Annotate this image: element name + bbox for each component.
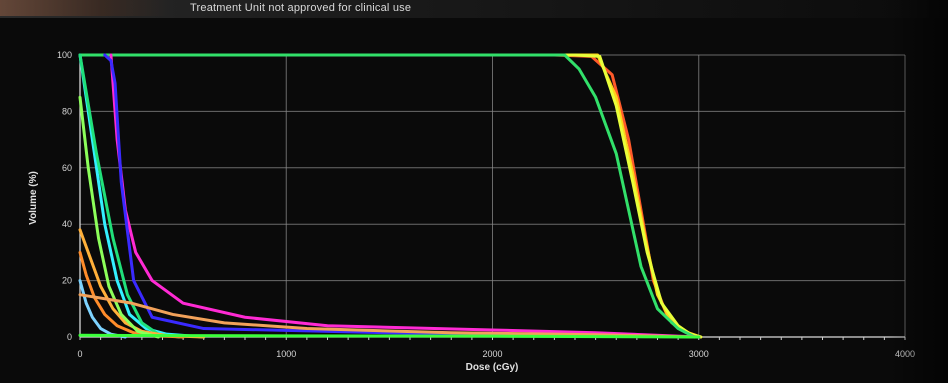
chart-background: [0, 18, 948, 383]
x-tick-label: 0: [77, 349, 82, 359]
series-line-11: [78, 95, 160, 339]
y-axis-title: Volume (%): [28, 171, 39, 225]
series-line-3: [78, 53, 703, 339]
series-line-6: [103, 53, 701, 339]
series-line-13: [78, 293, 701, 339]
right-vignette: [888, 0, 948, 383]
series-line-14: [78, 333, 701, 339]
photo-background-object: [0, 0, 170, 16]
window-top-strip: [0, 0, 948, 18]
series-line-7: [78, 53, 206, 339]
x-tick-label: 2000: [482, 349, 502, 359]
chart-title: Treatment Unit not approved for clinical…: [190, 2, 412, 14]
x-tick-label: 1000: [276, 349, 296, 359]
y-tick-label: 20: [62, 276, 72, 286]
y-tick-label: 40: [62, 219, 72, 229]
y-tick-label: 80: [62, 106, 72, 116]
x-axis-title: Dose (cGy): [466, 362, 519, 373]
y-tick-label: 100: [57, 50, 72, 60]
y-tick-label: 0: [67, 332, 72, 342]
series-group: [78, 53, 703, 339]
series-line-4: [78, 53, 697, 339]
y-tick-label: 60: [62, 163, 72, 173]
x-tick-label: 3000: [689, 349, 709, 359]
